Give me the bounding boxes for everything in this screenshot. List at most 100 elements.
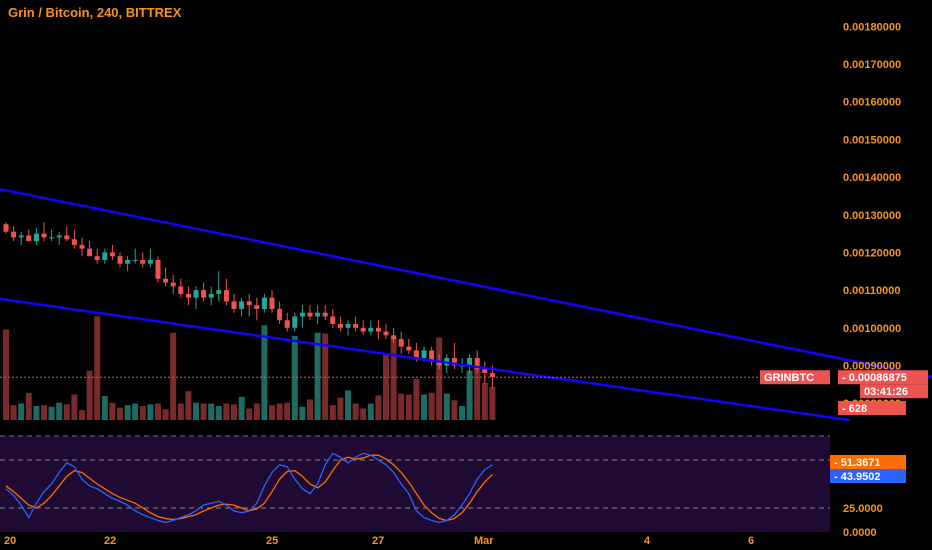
time-axis-label: 6 bbox=[748, 535, 754, 547]
time-axis-label: Mar bbox=[474, 535, 494, 547]
volume-bar bbox=[63, 404, 70, 420]
candle-body bbox=[467, 357, 473, 366]
price-tick-label: 0.00160000 bbox=[843, 97, 901, 109]
volume-bar bbox=[238, 396, 245, 420]
price-tick-label: 0.00110000 bbox=[843, 285, 901, 297]
volume-bar bbox=[276, 403, 283, 420]
candle-body bbox=[269, 297, 275, 309]
candle-body bbox=[345, 324, 351, 328]
candle-body bbox=[18, 235, 24, 238]
volume-bar bbox=[291, 336, 298, 420]
candle-body bbox=[261, 297, 267, 309]
candle-body bbox=[406, 346, 412, 351]
volume-bar bbox=[314, 332, 321, 420]
candle-body bbox=[368, 327, 374, 332]
chart-title: Grin / Bitcoin, 240, BITTREX bbox=[8, 5, 182, 20]
volume-bar bbox=[345, 390, 351, 420]
volume-bar bbox=[208, 403, 215, 420]
stoch-d-tag: - 43.9502 bbox=[834, 471, 880, 483]
candle-body bbox=[140, 259, 146, 264]
price-tick-label: 0.00180000 bbox=[843, 21, 901, 33]
volume-bar bbox=[466, 370, 473, 420]
volume-bar bbox=[443, 393, 450, 420]
candle-body bbox=[322, 312, 328, 317]
volume-bar bbox=[139, 406, 146, 420]
candle-body bbox=[383, 331, 389, 336]
price-tick-label: 0.00090000 bbox=[843, 360, 901, 372]
candle-body bbox=[337, 324, 343, 328]
trendline-lower bbox=[0, 297, 850, 422]
price-tick-label: 0.00130000 bbox=[843, 210, 901, 222]
time-axis-label: 20 bbox=[4, 535, 16, 547]
volume-bar bbox=[18, 403, 25, 420]
candle-body bbox=[132, 259, 138, 261]
volume-bar bbox=[360, 408, 367, 420]
volume-bar bbox=[246, 408, 253, 420]
countdown-tag-bg bbox=[860, 384, 928, 399]
volume-bar bbox=[177, 403, 184, 420]
time-axis-label: 22 bbox=[104, 535, 116, 547]
volume-bar bbox=[147, 404, 154, 420]
volume-bar bbox=[405, 394, 412, 420]
volume-bar bbox=[299, 406, 306, 420]
candle-body bbox=[79, 244, 85, 249]
candle-body bbox=[208, 293, 214, 298]
volume-bar bbox=[390, 337, 397, 420]
osc-tick-label: 0.0000 bbox=[843, 527, 877, 539]
volume-bar bbox=[132, 403, 139, 420]
trendline-upper bbox=[0, 187, 932, 379]
volume-bar bbox=[101, 396, 108, 420]
candle-body bbox=[474, 357, 480, 370]
candle-body bbox=[292, 316, 298, 328]
symbol-tag-bg bbox=[760, 370, 830, 385]
volume-bar bbox=[94, 316, 101, 420]
candle-body bbox=[185, 293, 191, 298]
stoch-k-line bbox=[5, 452, 493, 524]
price-tick-label: 0.00170000 bbox=[843, 59, 901, 71]
candle-body bbox=[170, 282, 176, 287]
volume-bar bbox=[193, 402, 199, 420]
candle-body bbox=[41, 233, 47, 238]
volume-bar bbox=[474, 366, 481, 420]
candle-body bbox=[193, 290, 199, 298]
candle-body bbox=[246, 301, 252, 306]
volume-bar bbox=[253, 403, 260, 420]
volume-bar bbox=[329, 405, 336, 420]
candle-body bbox=[64, 235, 70, 240]
candle-body bbox=[421, 350, 427, 358]
volume-bar bbox=[109, 402, 116, 420]
time-axis-label: 25 bbox=[266, 535, 278, 547]
symbol-tag: GRINBTC bbox=[764, 372, 814, 384]
volume-bar bbox=[451, 400, 458, 420]
volume-bar bbox=[231, 404, 237, 420]
volume-bar bbox=[337, 397, 344, 420]
volume-bar bbox=[155, 403, 161, 420]
volume-bar bbox=[71, 394, 78, 420]
candle-body bbox=[3, 224, 9, 232]
candle-body bbox=[391, 335, 397, 340]
candle-body bbox=[299, 312, 305, 317]
volume-bar bbox=[215, 406, 222, 420]
time-axis-label: 4 bbox=[644, 535, 651, 547]
candle-body bbox=[11, 231, 17, 238]
volume-bar bbox=[459, 406, 465, 420]
last-price-tag-bg bbox=[838, 370, 928, 385]
candle-body bbox=[398, 339, 404, 347]
volume-bar bbox=[170, 332, 177, 420]
volume-tag: - 628 bbox=[842, 403, 867, 415]
candle-body bbox=[482, 369, 488, 373]
price-tick-label: 0.00150000 bbox=[843, 134, 901, 146]
candle-body bbox=[102, 252, 108, 260]
volume-tag-bg bbox=[838, 401, 906, 415]
volume-bar bbox=[398, 393, 405, 420]
candle-body bbox=[26, 235, 32, 242]
volume-bar bbox=[261, 325, 268, 420]
candle-body bbox=[451, 357, 457, 366]
volume-bar bbox=[284, 402, 291, 420]
candle-body bbox=[413, 350, 419, 358]
candle-body bbox=[353, 324, 359, 328]
price-tick-label: 0.00140000 bbox=[843, 172, 901, 184]
candle-body bbox=[87, 248, 93, 257]
candle-body bbox=[125, 259, 131, 264]
